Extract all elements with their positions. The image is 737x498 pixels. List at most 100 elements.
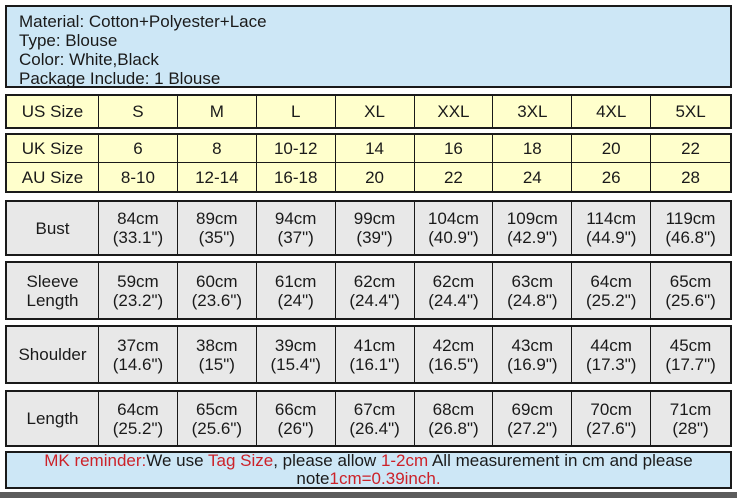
au-size-row: AU Size 8-10 12-14 16-18 20 22 24 26 28 [7, 163, 730, 191]
cm-value: 69cm [511, 399, 554, 419]
inch-value: (24.8") [507, 290, 558, 310]
cm-value: 43cm [511, 335, 554, 355]
cm-value: 119cm [665, 209, 716, 228]
measurement-cell: 63cm (24.8") [493, 263, 573, 318]
cm-value: 39cm [274, 335, 317, 355]
reminder-text: We use [146, 451, 208, 470]
measurement-cell: 59cm (23.2") [99, 263, 178, 318]
cm-value: 59cm [117, 271, 159, 291]
measurement-row-label: Bust [7, 202, 99, 254]
measurement-cell: 61cm (24") [257, 263, 336, 318]
measurement-cell: 89cm (35") [178, 202, 257, 254]
size-value-cell: 3XL [493, 96, 573, 127]
cm-value: 44cm [590, 335, 632, 355]
size-row-label: US Size [7, 96, 99, 127]
size-value-cell: L [257, 96, 336, 127]
us-size-row: US Size S M L XL XXL 3XL 4XL 5XL [5, 94, 732, 129]
size-value-cell: 28 [681, 167, 701, 187]
cm-value: 67cm [353, 399, 396, 419]
cm-value: 70cm [590, 399, 632, 419]
size-value-cell: S [99, 96, 178, 127]
inch-value: (46.8") [665, 228, 716, 247]
size-value-cell: 8-10 [99, 163, 178, 191]
inch-value: (24") [277, 290, 314, 310]
size-value-cell: 16 [414, 135, 494, 163]
cm-value: 63cm [511, 271, 554, 291]
measurement-cell: 41cm (16.1") [336, 327, 415, 382]
measurement-cell: 69cm (27.2") [493, 392, 573, 445]
bust-row: Bust 84cm (33.1") 89cm (35") 94cm (37") … [5, 200, 732, 256]
cm-value: 37cm [117, 335, 159, 355]
inch-value: (42.9") [507, 228, 558, 247]
measurement-cell: 114cm (44.9") [572, 202, 652, 254]
cm-value: 71cm [669, 399, 712, 419]
tag-size-highlight: Tag Size [208, 451, 274, 470]
length-row: Length 64cm (25.2") 65cm (25.6") 66cm (2… [5, 390, 732, 447]
size-value-cell: 22 [651, 135, 730, 163]
inch-value: (17.7") [665, 354, 716, 374]
size-value-cell: 4XL [572, 96, 652, 127]
inch-value: (26.8") [428, 418, 479, 438]
inch-value: (16.5") [428, 354, 479, 374]
reminder-line-2: note1cm=0.39inch. [7, 470, 730, 488]
inch-value: (15.4") [270, 354, 321, 374]
inch-value: (37") [277, 228, 314, 247]
size-value-cell: 24 [493, 163, 573, 191]
size-value-cell: 20 [572, 135, 652, 163]
measurement-cell: 64cm (25.2") [572, 263, 652, 318]
cm-value: 62cm [353, 271, 396, 291]
size-value-cell: 5XL [675, 102, 706, 121]
measurement-cell: 43cm (16.9") [493, 327, 573, 382]
measurement-cell: 45cm (17.7") [651, 327, 730, 382]
cm-value: 104cm [427, 209, 479, 228]
tolerance-highlight: 1-2cm [380, 451, 429, 470]
reminder-text: All measurement in cm and please [428, 451, 693, 470]
inch-value: (25.2") [585, 290, 637, 310]
sleeve-length-row: Sleeve Length 59cm (23.2") 60cm (23.6") … [5, 261, 732, 320]
material-line: Material: Cotton+Polyester+Lace [19, 12, 267, 31]
size-value-cell: 8 [177, 135, 257, 163]
size-row-label: UK Size [7, 135, 99, 163]
inch-value: (25.2") [112, 418, 164, 438]
size-value-cell: 22 [415, 163, 494, 191]
inch-value: (25.6") [665, 290, 716, 310]
inch-value: (27.2") [507, 418, 558, 438]
size-value-cell: 14 [335, 135, 415, 163]
inch-value: (14.6") [112, 354, 164, 374]
measurement-cell: 84cm (33.1") [99, 202, 178, 254]
measurement-row-label: Length [7, 392, 99, 445]
inch-value: (40.9") [428, 228, 479, 247]
cm-value: 89cm [196, 209, 238, 228]
cm-value: 64cm [590, 271, 632, 291]
measurement-cell: 70cm (27.6") [572, 392, 652, 445]
measurement-cell: 71cm (28") [651, 392, 730, 445]
reminder-line-1: MK reminder:We use Tag Size, please allo… [7, 452, 730, 470]
reminder-label: MK reminder: [44, 451, 147, 470]
measurement-row-label: Sleeve Length [7, 263, 99, 318]
color-line: Color: White,Black [19, 50, 159, 69]
cm-value: 94cm [274, 209, 317, 228]
cm-value: 99cm [353, 209, 396, 228]
measurement-cell: 60cm (23.6") [178, 263, 257, 318]
cm-value: 109cm [506, 209, 558, 228]
measurement-cell: 42cm (16.5") [415, 327, 494, 382]
measurement-cell: 37cm (14.6") [99, 327, 178, 382]
product-info-box: Material: Cotton+Polyester+Lace Type: Bl… [5, 5, 732, 88]
inch-value: (24.4") [349, 290, 400, 310]
inch-value: (16.1") [349, 354, 400, 374]
uk-size-row: UK Size 6 8 10-12 14 16 18 20 22 [7, 135, 730, 163]
cm-value: 42cm [432, 335, 475, 355]
conversion-highlight: 1cm=0.39inch. [329, 469, 441, 488]
size-value-cell: 18 [493, 135, 573, 163]
cm-value: 65cm [196, 399, 238, 419]
cm-value: 68cm [432, 399, 475, 419]
size-value-cell: 6 [99, 135, 178, 163]
inch-value: (44.9") [585, 228, 637, 247]
measurement-cell: 39cm (15.4") [257, 327, 336, 382]
cm-value: 65cm [669, 271, 712, 291]
type-line: Type: Blouse [19, 31, 118, 50]
size-value-cell: XL [336, 96, 415, 127]
cm-value: 61cm [274, 271, 317, 291]
inch-value: (25.6") [191, 418, 243, 438]
